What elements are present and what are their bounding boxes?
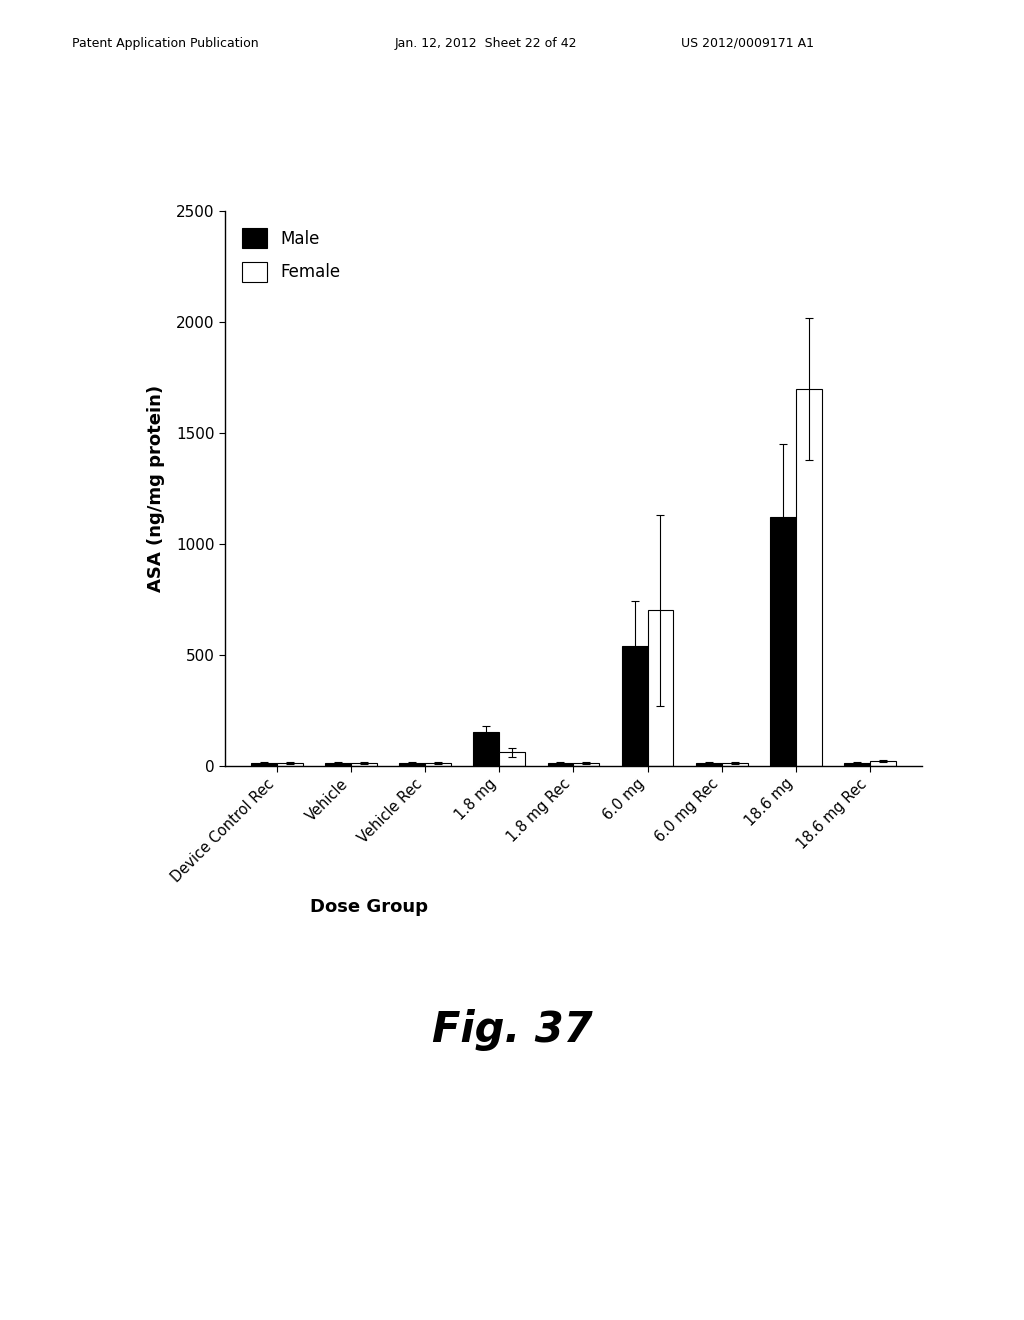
Text: Jan. 12, 2012  Sheet 22 of 42: Jan. 12, 2012 Sheet 22 of 42	[394, 37, 577, 50]
Bar	[548, 763, 573, 766]
Bar	[399, 763, 425, 766]
Bar	[622, 645, 647, 766]
Text: Patent Application Publication: Patent Application Publication	[72, 37, 258, 50]
Text: US 2012/0009171 A1: US 2012/0009171 A1	[681, 37, 814, 50]
Bar	[425, 763, 452, 766]
Bar	[573, 763, 599, 766]
Bar	[500, 752, 525, 766]
Bar	[351, 763, 377, 766]
Y-axis label: ASA (ng/mg protein): ASA (ng/mg protein)	[147, 385, 165, 591]
Bar	[473, 733, 500, 766]
Bar	[326, 763, 351, 766]
Bar	[722, 763, 748, 766]
Bar	[251, 763, 278, 766]
Text: Dose Group: Dose Group	[309, 898, 428, 916]
Text: Fig. 37: Fig. 37	[432, 1008, 592, 1051]
Bar	[844, 763, 869, 766]
Bar	[278, 763, 303, 766]
Bar	[796, 388, 821, 766]
Legend: Male, Female: Male, Female	[233, 219, 349, 290]
Bar	[695, 763, 722, 766]
Bar	[869, 762, 896, 766]
Bar	[770, 517, 796, 766]
Bar	[647, 610, 674, 766]
